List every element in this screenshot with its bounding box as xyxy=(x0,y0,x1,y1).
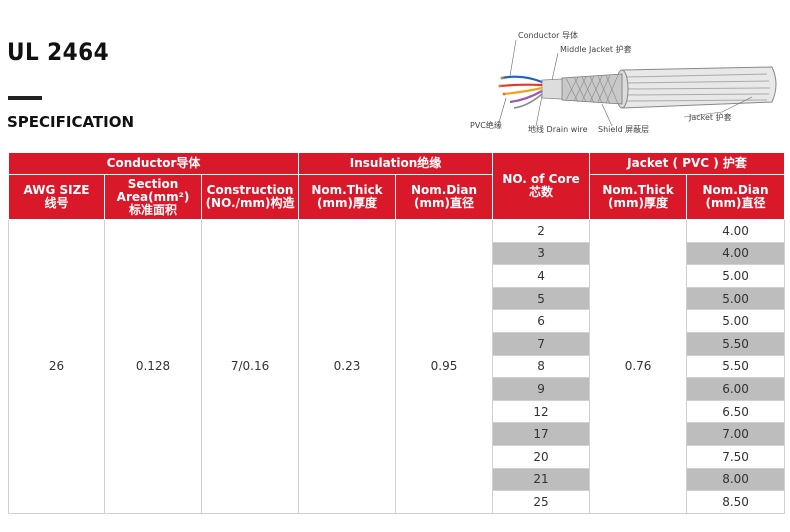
outer-jacket-graphic xyxy=(615,66,777,109)
cell-core-count: 25 xyxy=(492,490,591,514)
cell-jacket-dian: 4.00 xyxy=(686,219,786,243)
cell-jacket-dian: 8.00 xyxy=(686,467,786,492)
cable-diagram: Conductor 导体 Middle Jacket 护套 Jacket 护套 … xyxy=(470,30,777,134)
cell-core-count: 8 xyxy=(492,354,591,379)
label-jacket: Jacket 护套 xyxy=(688,112,732,122)
header-jacket-thick: Nom.Thick (mm)厚度 xyxy=(589,174,688,220)
cell-core-count: 4 xyxy=(492,264,591,288)
cell-insulation-dian: 0.95 xyxy=(395,219,494,514)
spec-table-body: 26 0.128 7/0.16 0.23 0.95 2 0.76 4.00 3 4.00 4 5.00… xyxy=(8,219,786,514)
header-insulation-dian: Nom.Dian (mm)直径 xyxy=(395,174,494,220)
cell-core-count: 5 xyxy=(492,286,591,311)
header-insulation-thick: Nom.Thick (mm)厚度 xyxy=(298,174,397,220)
cell-awg-size: 26 xyxy=(8,219,105,514)
cell-core-count: 2 xyxy=(492,219,591,243)
leader-lines xyxy=(497,39,753,127)
cell-insulation-thick: 0.23 xyxy=(298,219,397,514)
cell-jacket-dian: 4.00 xyxy=(686,241,786,266)
cell-jacket-dian: 5.00 xyxy=(686,309,786,333)
header-construction: Construction (NO./mm)构造 xyxy=(200,174,300,220)
table-row: 25 8.50 xyxy=(9,490,786,514)
label-conductor: Conductor 导体 xyxy=(518,30,578,40)
cell-core-count: 9 xyxy=(492,377,591,401)
cell-jacket-dian: 7.50 xyxy=(686,444,786,469)
cell-jacket-dian: 6.50 xyxy=(686,399,786,424)
label-shield: Shield 屏蔽层 xyxy=(598,124,649,134)
cell-core-count: 17 xyxy=(492,422,591,446)
header-conductor-group: Conductor导体 xyxy=(7,152,300,175)
header-core-count: NO. of Core 芯数 xyxy=(492,152,591,220)
header-jacket-dian: Nom.Dian (mm)直径 xyxy=(686,174,786,220)
cell-core-count: 20 xyxy=(492,444,591,469)
header-jacket-group: Jacket ( PVC ) 护套 xyxy=(589,152,786,175)
cell-jacket-dian: 5.50 xyxy=(686,354,786,379)
table-row: 6 5.00 xyxy=(9,309,786,333)
table-row: 26 0.128 7/0.16 0.23 0.95 2 0.76 4.00 xyxy=(8,219,786,514)
cell-core-count: 6 xyxy=(492,309,591,333)
cell-section-area: 0.128 xyxy=(104,219,202,514)
section-heading: SPECIFICATION xyxy=(7,113,135,131)
header-insulation-group: Insulation绝缘 xyxy=(298,152,494,175)
cell-jacket-dian: 5.50 xyxy=(686,331,786,356)
middle-jacket-graphic xyxy=(541,78,563,100)
shield-braid-graphic xyxy=(561,73,623,105)
cell-jacket-dian: 7.00 xyxy=(686,422,786,446)
cell-jacket-dian: 5.00 xyxy=(686,286,786,311)
header-section-area: Section Area(mm²) 标准面积 xyxy=(104,174,202,220)
cell-core-count: 12 xyxy=(492,399,591,424)
spec-table: Conductor导体 Insulation绝缘 NO. of Core 芯数 … xyxy=(7,152,786,514)
title-underline xyxy=(8,96,42,100)
label-pvc: PVC绝缘 xyxy=(470,120,502,130)
cell-construction: 7/0.16 xyxy=(200,219,300,514)
cell-jacket-dian: 6.00 xyxy=(686,377,786,401)
label-middle-jacket: Middle Jacket 护套 xyxy=(560,44,632,54)
conductor-wires-graphic xyxy=(498,75,543,109)
cell-jacket-thick: 0.76 xyxy=(589,219,688,514)
header-awg-size: AWG SIZE 线号 xyxy=(8,174,105,220)
cell-jacket-dian: 5.00 xyxy=(686,264,786,288)
page-title: UL 2464 xyxy=(7,38,110,66)
cell-core-count: 21 xyxy=(492,467,591,492)
table-row: 17 7.00 xyxy=(9,422,786,446)
label-drain-wire: 地线 Drain wire xyxy=(528,124,588,134)
cell-jacket-dian: 8.50 xyxy=(686,490,786,514)
cell-core-count: 3 xyxy=(492,241,591,266)
cell-core-count: 7 xyxy=(492,331,591,356)
